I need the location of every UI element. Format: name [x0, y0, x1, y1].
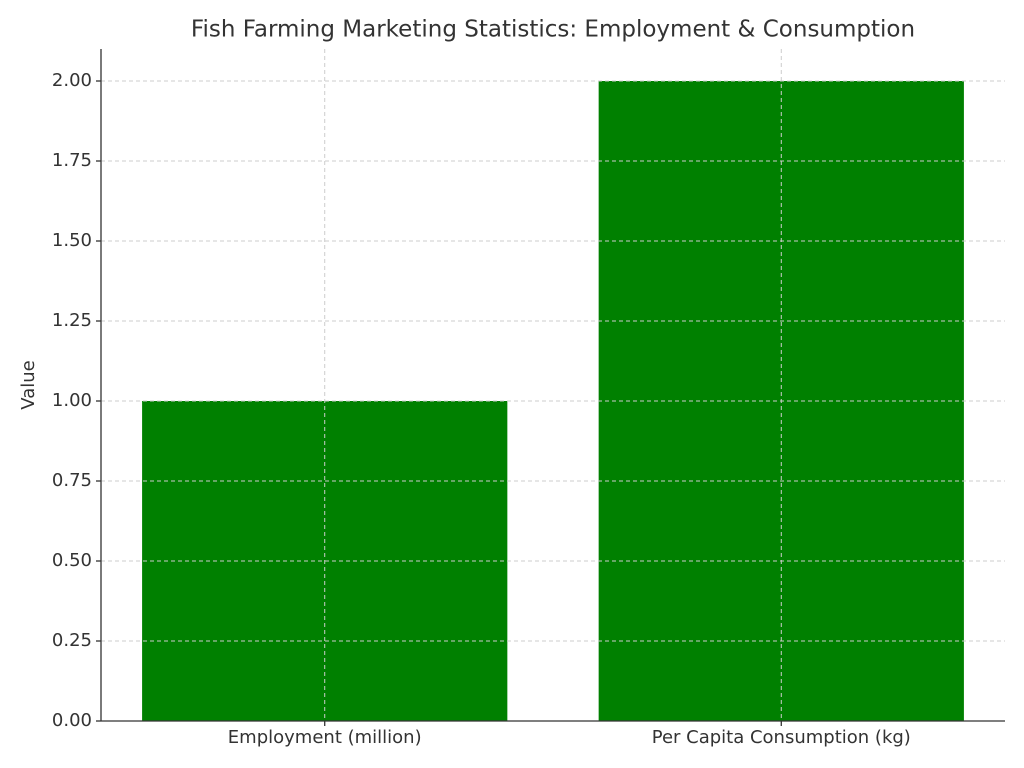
y-tick-label: 0.00: [52, 710, 92, 731]
chart-title: Fish Farming Marketing Statistics: Emplo…: [191, 17, 915, 43]
y-tick-label: 1.75: [52, 150, 92, 171]
y-tick-label: 1.00: [52, 390, 92, 411]
y-tick-label: 0.50: [52, 550, 92, 571]
y-tick-label: 2.00: [52, 70, 92, 91]
y-tick-label: 0.25: [52, 630, 92, 651]
y-tick-label: 1.50: [52, 230, 92, 251]
y-tick-label: 1.25: [52, 310, 92, 331]
y-axis-label: Value: [18, 360, 39, 409]
x-tick-label: Employment (million): [228, 727, 422, 748]
x-tick-label: Per Capita Consumption (kg): [652, 727, 911, 748]
y-tick-label: 0.75: [52, 470, 92, 491]
